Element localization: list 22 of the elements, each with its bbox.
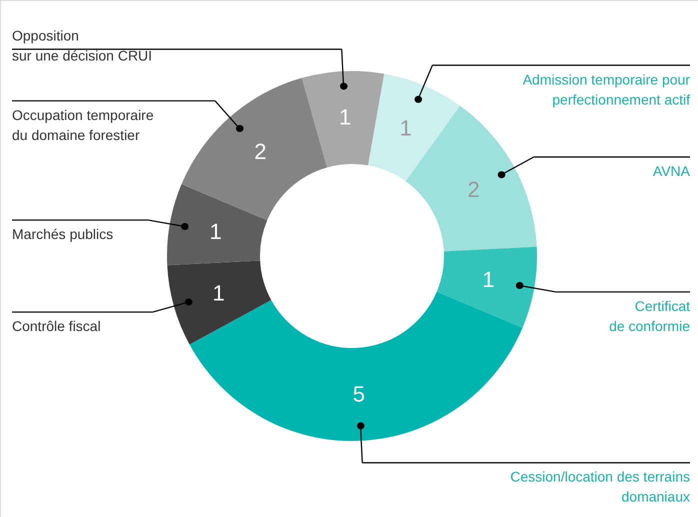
slice-label: Opposition sur une décision CRUI <box>12 27 152 64</box>
donut-slice <box>167 184 268 266</box>
donut-slice <box>368 74 460 182</box>
slice-label: Marchés publics <box>12 226 114 242</box>
slice-label: Certificat de conformie <box>609 298 690 334</box>
donut-slice <box>167 260 272 344</box>
donut-slice <box>182 78 328 220</box>
slice-label: Occupation temporaire du domaine forestier <box>12 106 154 143</box>
slice-label: Admission temporaire pour perfectionnement actif <box>522 71 690 108</box>
data-label: 2 <box>254 139 266 164</box>
data-label: 5 <box>352 381 366 406</box>
data-label: 1 <box>400 115 412 140</box>
slice-label: Cession/location des terrains domaniaux <box>510 468 690 505</box>
data-label: 1 <box>209 218 222 244</box>
data-label: 1 <box>338 104 352 130</box>
slice-label: Contrôle fiscal <box>12 318 101 334</box>
data-label: 2 <box>468 176 480 202</box>
slice-label: AVNA <box>652 163 691 179</box>
data-label: 1 <box>212 280 225 306</box>
data-label: 1 <box>482 267 495 292</box>
donut-slice <box>302 71 384 168</box>
donut-slice <box>436 246 537 328</box>
